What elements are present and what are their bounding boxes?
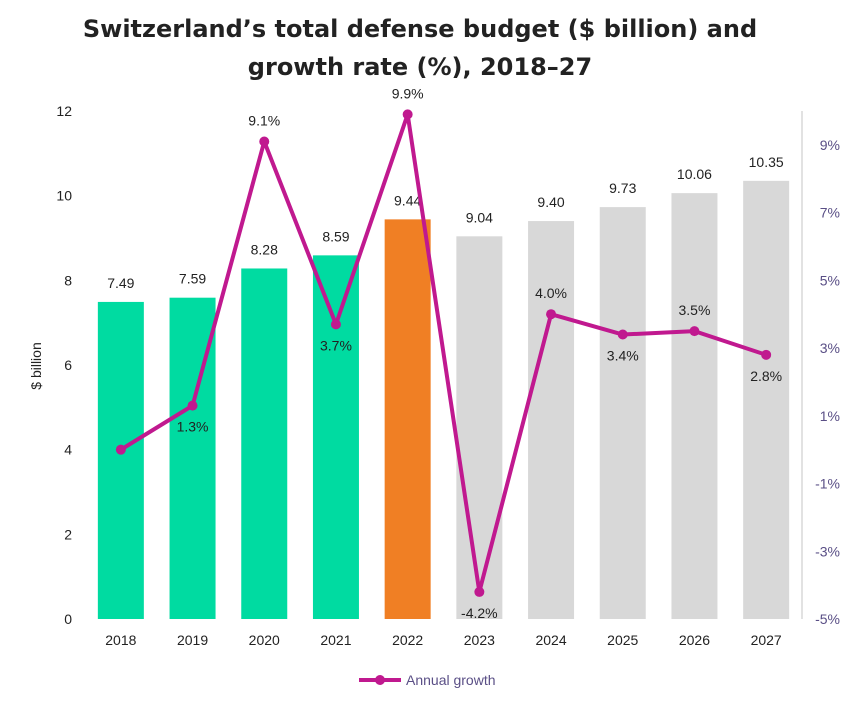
left-axis-ticks: 0 2 4 6 8 10 12 [56,103,72,627]
chart-title-line-2: growth rate (%), 2018–27 [247,53,593,81]
left-tick-label: 6 [64,357,72,373]
bar-2023 [456,236,503,619]
growth-label-2022: 9.9% [392,85,424,101]
y-axis-label: $ billion [28,342,44,389]
x-tick-2023: 2023 [464,632,495,648]
growth-markers [115,109,772,597]
bar-label-2021: 8.59 [322,228,349,244]
bar-2022 [384,219,431,619]
growth-point-2021 [330,319,341,330]
chart-title-line-1: Switzerland’s total defense budget ($ bi… [82,15,758,43]
bar-label-2020: 8.28 [251,241,278,257]
growth-point-2024 [546,309,557,320]
x-tick-2024: 2024 [535,632,566,648]
bar-value-labels: 7.49 7.59 8.28 8.59 9.44 9.04 9.40 9.73 10.06 10.… [107,154,784,291]
left-tick-label: 12 [56,103,72,119]
bar-2027 [743,180,790,619]
bar-2026 [671,193,718,620]
bar-label-2027: 10.35 [749,154,784,170]
bar-label-2022: 9.44 [394,192,421,208]
growth-label-2021: 3.7% [320,337,352,353]
growth-point-2022 [402,109,413,120]
growth-label-2027: 2.8% [750,368,782,384]
left-tick-label: 8 [64,272,72,288]
right-tick-label: 3% [820,340,840,356]
right-tick-label: -5% [815,611,840,627]
growth-point-2018 [115,444,126,455]
bar-label-2018: 7.49 [107,275,134,291]
chart-title: Switzerland’s total defense budget ($ bi… [0,10,840,86]
growth-point-2027 [761,349,772,360]
x-tick-2018: 2018 [105,632,136,648]
bar-label-2024: 9.40 [537,194,564,210]
left-tick-label: 4 [64,442,72,458]
right-axis-ticks: -5% -3% -1% 1% 3% 5% 7% 9% [815,137,840,627]
growth-label-2025: 3.4% [607,348,639,364]
right-tick-label: 1% [820,408,840,424]
right-tick-label: 5% [820,272,840,288]
left-tick-label: 10 [56,188,72,204]
growth-label-2020: 9.1% [248,112,280,128]
growth-point-2026 [689,326,700,337]
growth-point-2023 [474,586,485,597]
x-tick-2025: 2025 [607,632,638,648]
right-tick-label: 7% [820,205,840,221]
legend: Annual growth [359,672,496,688]
growth-value-labels: 1.3% 9.1% 3.7% 9.9% -4.2% 4.0% 3.4% 3.5% 2.8% [177,85,783,621]
bar-2020 [241,268,288,619]
x-tick-2022: 2022 [392,632,423,648]
growth-point-2025 [617,329,628,340]
bar-2018 [97,301,144,619]
growth-label-2026: 3.5% [678,302,710,318]
growth-label-2024: 4.0% [535,285,567,301]
growth-point-2020 [259,136,270,147]
growth-line [119,112,767,594]
bar-series [97,180,790,620]
growth-label-2019: 1.3% [177,419,209,435]
x-tick-2026: 2026 [679,632,710,648]
right-tick-label: 9% [820,137,840,153]
bar-label-2025: 9.73 [609,180,636,196]
bar-2021 [312,255,359,619]
bar-label-2019: 7.59 [179,271,206,287]
x-tick-2021: 2021 [320,632,351,648]
left-tick-label: 0 [64,611,72,627]
growth-point-2019 [187,400,198,411]
right-tick-label: -1% [815,476,840,492]
bar-label-2026: 10.06 [677,166,712,182]
bar-2024 [528,221,575,620]
left-tick-label: 2 [64,526,72,542]
legend-label: Annual growth [406,672,496,688]
right-tick-label: -3% [815,543,840,559]
growth-label-2023: -4.2% [461,605,498,621]
bar-label-2023: 9.04 [466,209,493,225]
legend-marker-swatch [375,675,385,685]
x-tick-2027: 2027 [751,632,782,648]
x-axis-ticks: 2018 2019 2020 2021 2022 2023 2024 2025 2026 2027 [105,632,782,648]
x-tick-2020: 2020 [249,632,280,648]
bar-2025 [599,207,646,619]
x-tick-2019: 2019 [177,632,208,648]
